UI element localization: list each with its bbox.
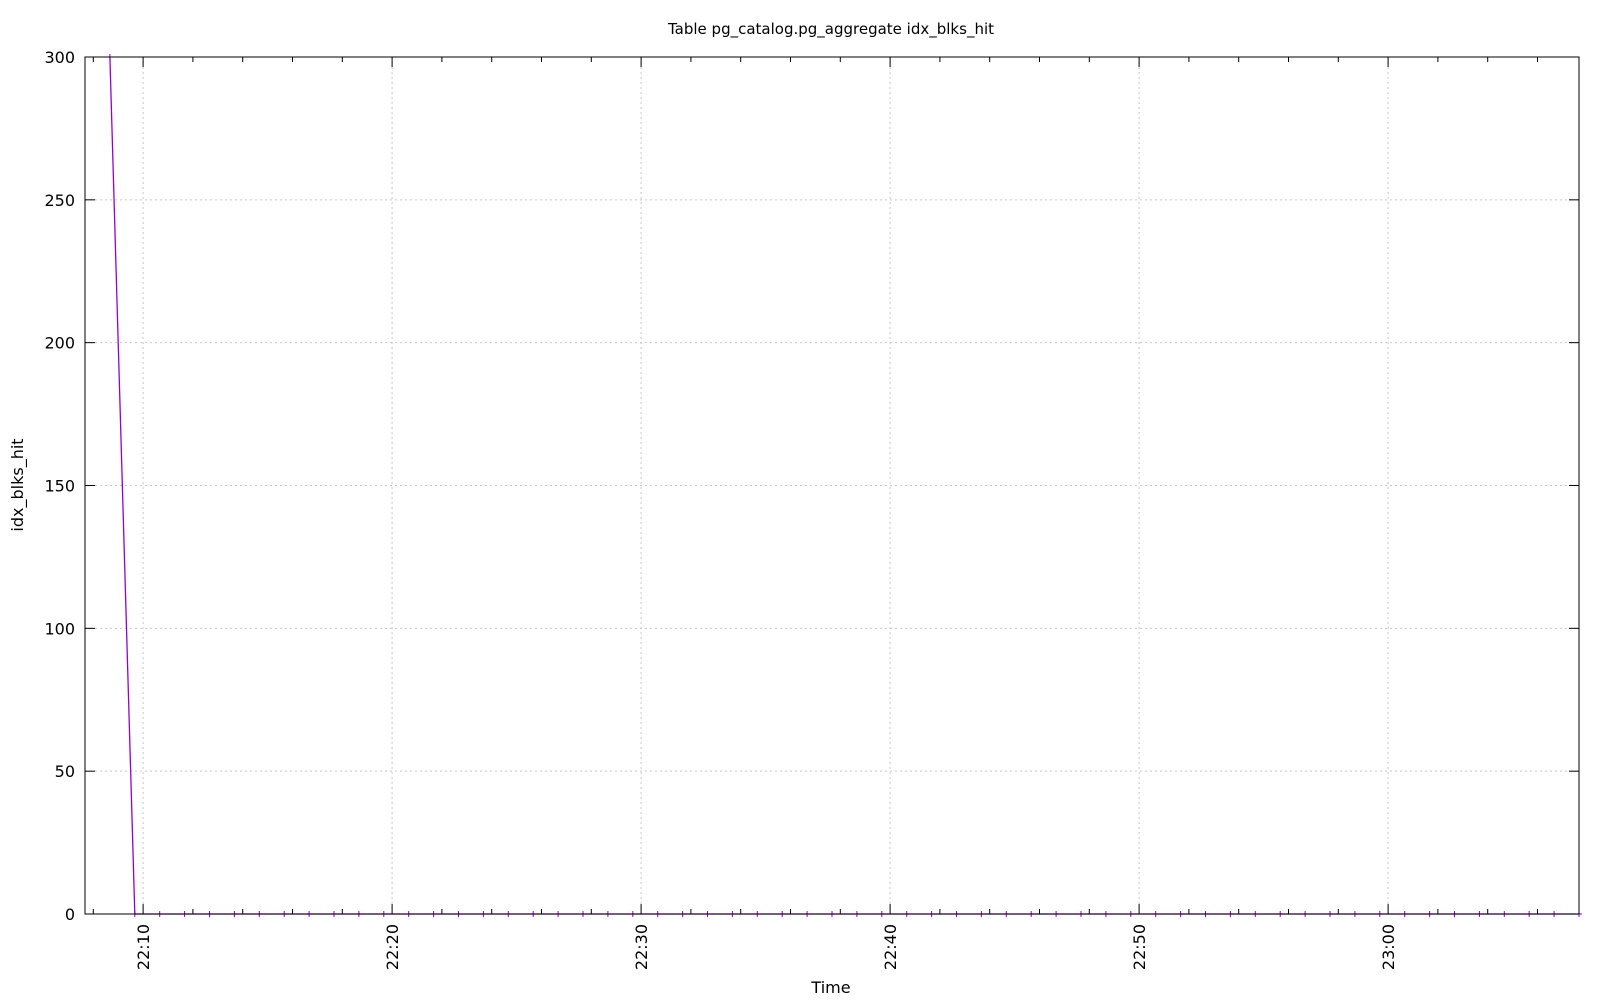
tick-labels: 0 50 100 150 200 250 300 22:10 22:20 22:30 22:40 22…	[44, 48, 1398, 970]
y-tick-label: 100	[44, 619, 75, 638]
y-tick-label: 50	[55, 762, 75, 781]
y-tick-label: 300	[44, 48, 75, 67]
y-tick-label: 200	[44, 334, 75, 353]
x-tick-label: 23:00	[1379, 924, 1398, 970]
x-tick-label: 22:20	[383, 924, 402, 970]
x-tick-label: 22:30	[632, 924, 651, 970]
plot-frame	[84, 56, 1580, 915]
y-axis-label: idx_blks_hit	[8, 438, 28, 531]
y-tick-label: 0	[65, 905, 75, 924]
y-tick-label: 150	[44, 477, 75, 496]
chart-title: Table pg_catalog.pg_aggregate idx_blks_h…	[667, 20, 994, 39]
y-tick-label: 250	[44, 191, 75, 210]
x-tick-label: 22:50	[1130, 924, 1149, 970]
grid	[85, 57, 1579, 914]
x-axis-label: Time	[810, 978, 850, 997]
x-tick-label: 22:40	[881, 924, 900, 970]
x-tick-label: 22:10	[134, 924, 153, 970]
